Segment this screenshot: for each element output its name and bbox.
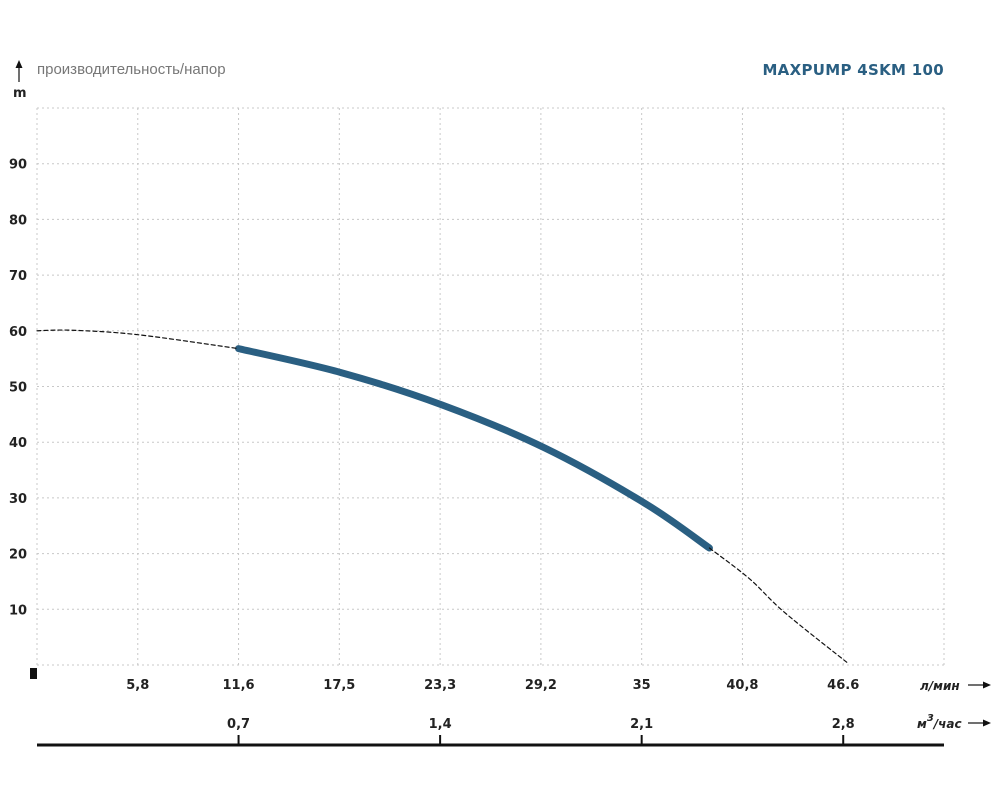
m3h-arrow-icon [968, 719, 991, 727]
y-tick-label: 50 [9, 381, 27, 396]
y-tick-label: 40 [9, 436, 27, 451]
x-tick-label-lpm: 23,3 [424, 678, 456, 693]
y-axis-ticks: 10 20 30 40 50 60 70 80 90 [9, 158, 27, 619]
y-axis-label: m [13, 86, 27, 101]
y-tick-label: 30 [9, 492, 27, 507]
x-axis-ticks-lpm: 5,8 11,6 17,5 23,3 29,2 35 40,8 46.6 [126, 678, 859, 693]
y-axis-arrow-icon [15, 60, 23, 82]
lpm-unit-label: л/мин [920, 679, 960, 693]
x-tick-label-lpm: 29,2 [525, 678, 557, 693]
m3h-unit-label: м3/час [917, 713, 962, 731]
chart-subtitle: производительность/напор [37, 61, 226, 78]
x-tick-label-m3h: 1,4 [429, 717, 452, 732]
x-tick-label-lpm: 11,6 [223, 678, 255, 693]
y-tick-label: 10 [9, 603, 27, 618]
x-tick-label-m3h: 2,8 [832, 717, 855, 732]
chart-series [36, 329, 848, 663]
pump-curve-dashed-1 [36, 329, 240, 350]
x-tick-label-lpm: 46.6 [827, 678, 859, 693]
x-tick-label-m3h: 2,1 [630, 717, 653, 732]
x-tick-label-lpm: 40,8 [726, 678, 758, 693]
y-tick-label: 20 [9, 548, 27, 563]
x-tick-label-lpm: 17,5 [323, 678, 355, 693]
lpm-arrow-icon [968, 681, 991, 689]
y-tick-label: 70 [9, 269, 27, 284]
origin-marker [30, 668, 37, 679]
y-tick-label: 60 [9, 325, 27, 340]
chart-title: MAXPUMP 4SKM 100 [762, 61, 944, 79]
x-axis-ticks-m3h: 0,7 1,4 2,1 2,8 [227, 717, 855, 745]
pump-curve-solid [235, 345, 713, 552]
y-tick-label: 90 [9, 158, 27, 173]
x-tick-label-m3h: 0,7 [227, 717, 250, 732]
x-tick-label-lpm: 5,8 [126, 678, 149, 693]
chart-grid [36, 107, 945, 666]
pump-curve-dashed-2 [708, 547, 848, 663]
x-tick-label-lpm: 35 [633, 678, 651, 693]
y-tick-label: 80 [9, 213, 27, 228]
